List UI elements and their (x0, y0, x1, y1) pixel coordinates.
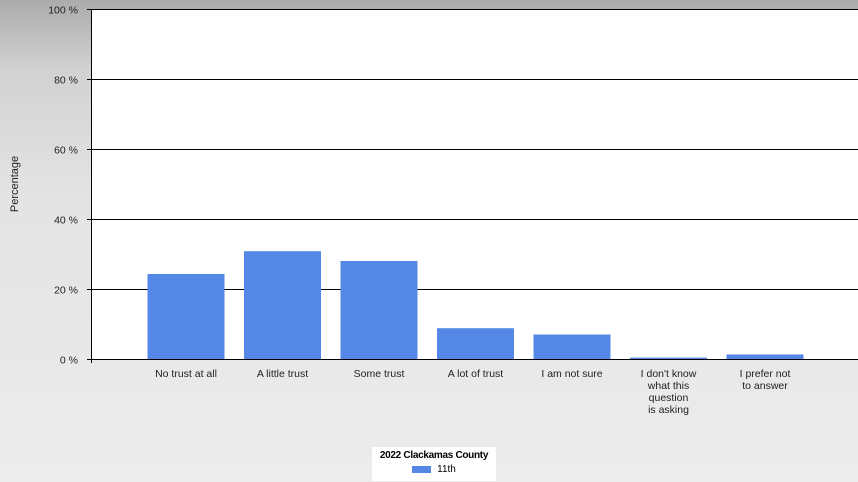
bar (630, 357, 707, 359)
legend-label: 11th (437, 464, 456, 475)
bar (437, 328, 514, 359)
legend-item: 11th (372, 464, 496, 475)
y-tick-label: 0 % (60, 355, 78, 367)
x-tick-labels: No trust at all A little trust Some trust A… (155, 368, 790, 416)
x-tick-label: I don't know what this question is asking (641, 368, 697, 416)
bars (147, 251, 804, 359)
y-tick-labels: 0 % 20 % 40 % 60 % 80 % 100 % (48, 5, 78, 367)
bar (533, 334, 611, 359)
y-tick-label: 40 % (54, 215, 78, 227)
y-tick-label: 60 % (54, 145, 78, 157)
legend-swatch (412, 466, 432, 473)
y-tick-label: 20 % (54, 285, 78, 297)
x-tick-label: A lot of trust (448, 368, 504, 380)
legend: 2022 Clackamas County 11th (372, 447, 496, 481)
bar (340, 261, 418, 359)
y-axis-title: Percentage (9, 156, 21, 212)
bar (726, 354, 804, 359)
x-tick-label: Some trust (354, 368, 405, 380)
y-tick-label: 100 % (48, 5, 78, 17)
x-tick-label: No trust at all (155, 368, 217, 380)
axes (87, 9, 858, 363)
bar (244, 251, 321, 359)
legend-title: 2022 Clackamas County (379, 450, 489, 461)
x-tick-label: I am not sure (541, 368, 602, 380)
bar (147, 273, 225, 359)
x-tick-label: I prefer not to answer (740, 368, 791, 392)
y-tick-label: 80 % (54, 75, 78, 87)
x-tick-label: A little trust (257, 368, 308, 380)
